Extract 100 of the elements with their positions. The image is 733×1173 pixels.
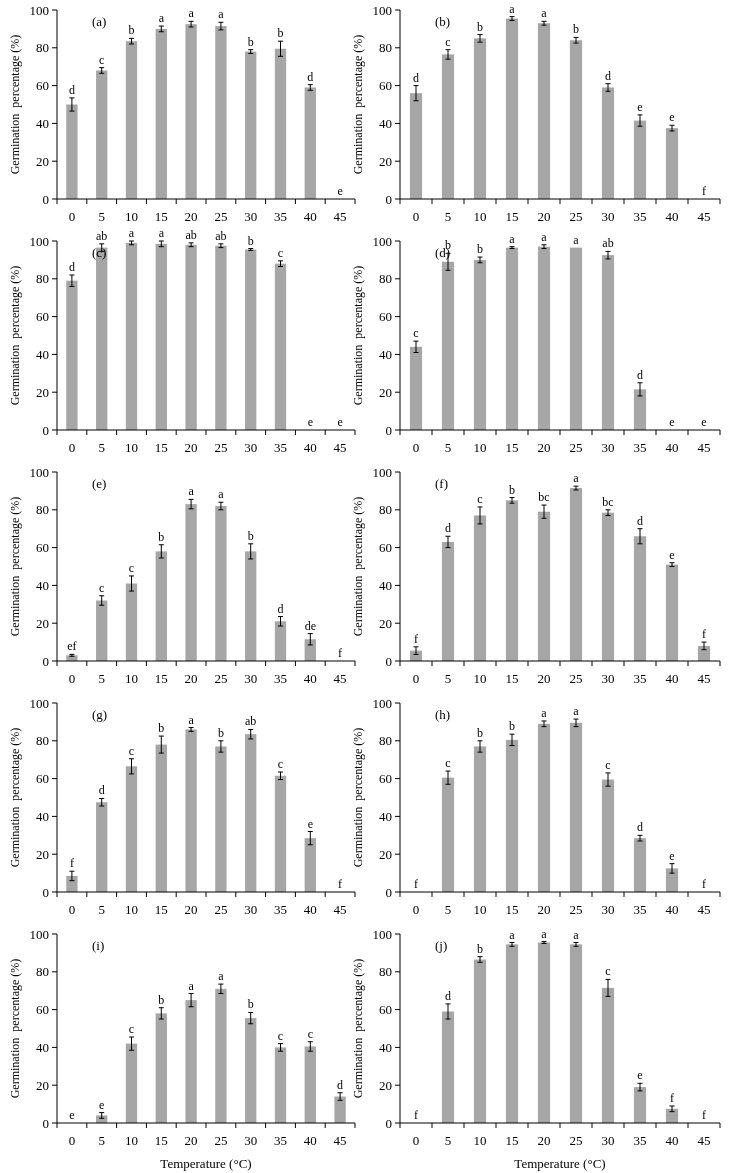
data-label: c	[128, 743, 135, 758]
x-tick-label: 0	[68, 671, 76, 686]
y-tick-label: 80	[36, 964, 49, 980]
data-label: d	[637, 367, 643, 382]
y-tick-label: 60	[36, 1002, 49, 1018]
bar	[125, 242, 138, 430]
x-tick-label: 40	[665, 902, 679, 917]
data-label: a	[188, 484, 195, 499]
y-tick-label: 60	[379, 1002, 392, 1018]
x-tick-label: 40	[665, 209, 679, 224]
data-label: f	[338, 877, 343, 891]
data-label: ab	[602, 236, 614, 251]
y-tick-label: 0	[385, 653, 392, 669]
x-tick-label: 30	[244, 209, 258, 224]
bar	[155, 744, 167, 892]
data-label: c	[413, 326, 419, 341]
data-label: b	[477, 242, 483, 257]
x-axis-title: Temperature (°C)	[514, 1156, 606, 1171]
data-label: f	[702, 184, 706, 198]
x-tick-label: 45	[333, 209, 347, 224]
x-tick-label: 25	[214, 440, 228, 455]
x-tick-label: 45	[697, 671, 711, 686]
bar	[665, 868, 679, 892]
x-tick-label: 35	[274, 1133, 287, 1148]
bar	[96, 70, 108, 199]
y-tick-label: 20	[36, 615, 49, 631]
data-label: d	[445, 988, 451, 1003]
x-tick-label: 40	[303, 902, 317, 917]
x-tick-label: 5	[98, 209, 105, 224]
data-label: d	[605, 68, 611, 83]
data-label: a	[573, 232, 580, 247]
y-tick-label: 80	[379, 40, 392, 56]
data-label: bc	[538, 490, 550, 505]
data-label: f	[69, 856, 74, 871]
x-tick-label: 20	[537, 1133, 551, 1148]
data-label: b	[247, 34, 254, 49]
data-label: c	[477, 491, 483, 506]
y-tick-label: 0	[42, 191, 49, 207]
chart-title: (f)	[435, 476, 448, 491]
bar	[304, 1046, 316, 1123]
x-tick-label: 25	[569, 440, 583, 455]
x-tick-label: 30	[601, 1133, 615, 1148]
data-label: ef	[67, 639, 77, 654]
data-label: c	[277, 1028, 284, 1043]
x-tick-label: 45	[333, 902, 347, 917]
data-label: ab	[245, 714, 257, 729]
data-label: a	[158, 226, 165, 240]
data-label: b	[247, 233, 254, 248]
data-label: d	[445, 521, 451, 536]
y-axis-title: Germination percentage (%)	[351, 727, 365, 868]
x-tick-label: 10	[473, 902, 487, 917]
data-label: f	[670, 1090, 674, 1105]
data-label: d	[637, 513, 643, 528]
data-label: e	[669, 110, 675, 125]
x-tick-label: 10	[125, 1133, 138, 1148]
data-label: e	[637, 99, 643, 114]
data-label: d	[98, 783, 105, 798]
bar	[505, 500, 519, 661]
data-label: a	[188, 712, 195, 727]
chart-title: (j)	[435, 938, 448, 953]
chart-title: (a)	[92, 14, 107, 29]
y-tick-label: 80	[36, 271, 49, 287]
x-tick-label: 20	[184, 440, 198, 455]
x-tick-label: 10	[473, 209, 487, 224]
x-tick-label: 35	[274, 671, 287, 686]
data-label: f	[338, 646, 343, 660]
y-tick-label: 40	[36, 808, 49, 824]
bar	[155, 1013, 167, 1123]
y-tick-label: 100	[29, 464, 49, 480]
x-tick-label: 25	[214, 209, 228, 224]
x-tick-label: 25	[569, 1133, 583, 1148]
bar	[185, 244, 197, 430]
data-label: d	[68, 260, 75, 275]
chart-title: (i)	[92, 938, 105, 953]
y-axis-title: Germination percentage (%)	[351, 958, 365, 1099]
x-tick-label: 5	[444, 902, 452, 917]
data-label: a	[573, 704, 580, 719]
x-tick-label: 20	[184, 671, 198, 686]
x-tick-label: 40	[303, 440, 317, 455]
y-tick-label: 80	[379, 502, 392, 518]
bar	[473, 259, 487, 430]
x-tick-label: 0	[412, 902, 420, 917]
x-tick-label: 10	[125, 209, 138, 224]
bar	[569, 247, 583, 430]
bar	[66, 104, 78, 199]
y-tick-label: 100	[372, 695, 392, 711]
y-tick-label: 20	[36, 1077, 49, 1093]
x-tick-label: 30	[601, 440, 615, 455]
data-label: a	[218, 969, 225, 984]
bar	[473, 746, 487, 892]
bar	[215, 245, 227, 430]
data-label: a	[541, 926, 548, 941]
y-tick-label: 0	[42, 884, 49, 900]
bar	[473, 515, 487, 661]
x-tick-label: 15	[154, 902, 168, 917]
x-tick-label: 5	[444, 440, 452, 455]
bar	[569, 488, 583, 661]
data-label: c	[277, 756, 284, 771]
data-label: f	[414, 877, 418, 891]
y-tick-label: 40	[379, 577, 392, 593]
